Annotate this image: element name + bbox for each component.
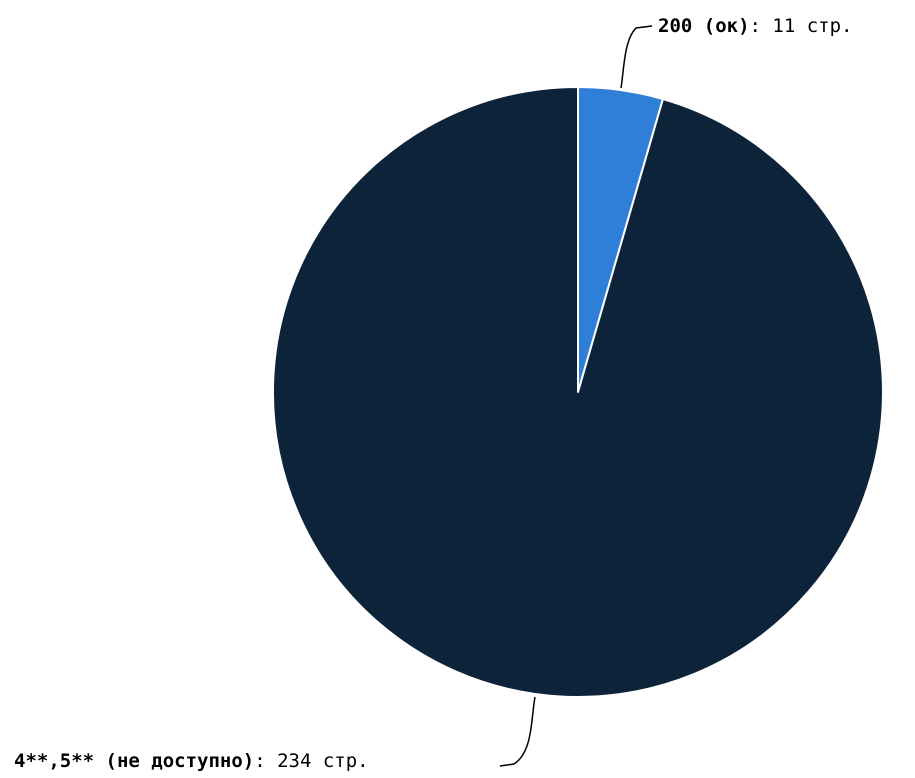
label-connector-2 [499,696,536,767]
data-labels: 200 (ок): 11 стр.4**,5** (не доступно): … [14,15,852,772]
data-label-name: 4**,5** (не доступно) [14,750,254,772]
label-connectors [499,25,653,767]
data-label-value: : 234 стр. [254,750,368,772]
data-label-2: 4**,5** (не доступно): 234 стр. [14,750,369,772]
data-label-1: 200 (ок): 11 стр. [658,15,852,37]
data-label-value: : 11 стр. [750,15,853,37]
label-connector-1 [620,25,653,89]
pie-slices [271,86,884,698]
data-label-name: 200 (ок) [658,15,750,37]
pie-slice-2[interactable] [271,86,884,698]
